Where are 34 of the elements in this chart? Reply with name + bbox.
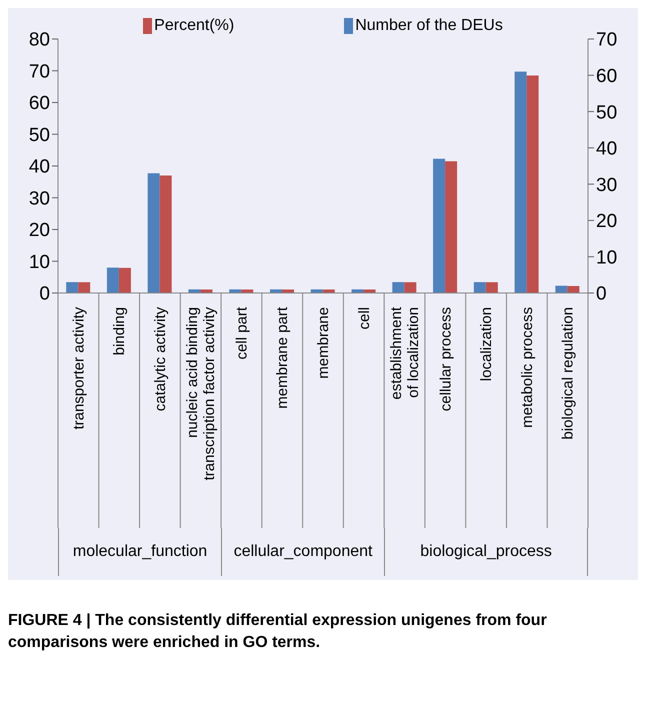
y2-tick-label: 60 <box>596 66 618 88</box>
x-tick-label: membrane part <box>274 306 292 409</box>
y-tick-label: 60 <box>28 93 50 114</box>
y-tick-label: 30 <box>28 188 50 210</box>
y2-tick-label: 70 <box>596 30 618 51</box>
x-tick-label: localization <box>478 307 496 382</box>
y2-tick-label: 20 <box>596 211 618 232</box>
y2-tick-label: 30 <box>596 174 618 196</box>
x-tick-label: transporter activity <box>70 306 88 430</box>
x-tick-label: binding <box>111 307 128 356</box>
y-tick-label: 10 <box>28 252 50 273</box>
x-tick-label: cell part <box>233 306 250 360</box>
x-tick-label: membrane <box>315 307 332 379</box>
text: molecular_function <box>58 528 222 576</box>
y-tick-label: 80 <box>28 30 50 51</box>
caption: FIGURE 4 | The consistently differential expression unigenes from four comparisons were enriched in GO terms. <box>8 611 548 654</box>
y-tick-label: 0 <box>39 284 50 305</box>
y-tick-label: 20 <box>28 220 50 242</box>
legend-label: Percent(%) <box>153 16 234 36</box>
y2-tick-label: 50 <box>596 102 618 124</box>
y-tick-label: 50 <box>28 124 50 146</box>
y2-tick-label: 10 <box>596 247 618 268</box>
x-tick-label: cellular process <box>437 307 454 412</box>
x-tick-label: catalytic activity <box>152 306 169 412</box>
legend-label: Number of the DEUs <box>354 16 503 36</box>
y2-tick-label: 0 <box>596 284 607 305</box>
y2-tick-label: 40 <box>596 138 618 160</box>
y-tick-label: 40 <box>28 156 50 178</box>
x-tick-label: biological regulation <box>560 307 577 440</box>
y-tick-label: 70 <box>28 61 50 82</box>
x-tick-label: cell <box>356 307 373 330</box>
text: cellular_component <box>221 528 384 576</box>
x-tick-label: metabolic process <box>518 307 536 428</box>
text: biological_process <box>384 528 588 576</box>
